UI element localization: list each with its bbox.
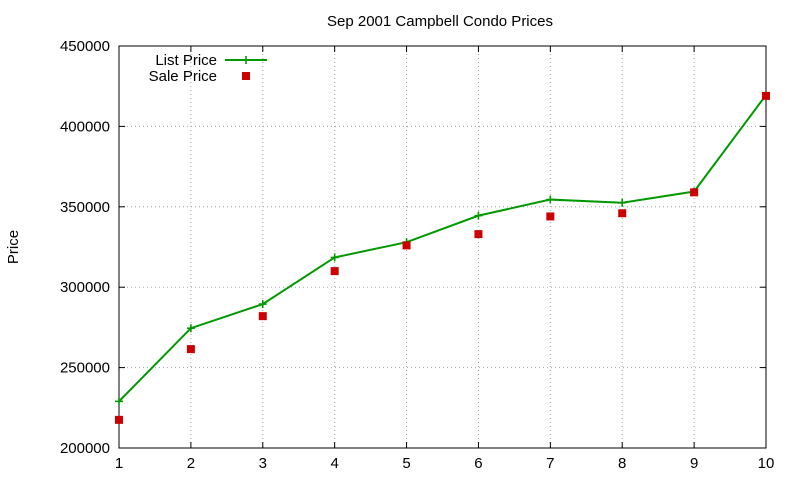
- x-tick-label: 4: [330, 455, 338, 472]
- series-layer: [115, 91, 770, 424]
- sale-price-point: [186, 345, 195, 354]
- x-tick-label: 3: [259, 455, 267, 472]
- legend-label: Sale Price: [149, 68, 217, 85]
- x-tick-label: 10: [758, 455, 775, 472]
- sale-price-point: [330, 267, 339, 276]
- sale-price-point: [115, 415, 123, 424]
- list-price-point: [186, 324, 195, 333]
- x-tick-label: 6: [474, 455, 482, 472]
- x-tick-label: 8: [618, 455, 626, 472]
- tick-labels: 1 2 3 4 5 6 7 8 9 10 200000 250000 300000 350000 40000…: [60, 38, 774, 472]
- grid-lines: [119, 46, 766, 448]
- series-line-list-price: [118, 94, 767, 403]
- x-tick-label: 9: [690, 455, 698, 472]
- x-tick-label: 2: [187, 455, 195, 472]
- sale-price-point: [258, 312, 267, 321]
- y-tick-label: 450000: [60, 38, 110, 55]
- list-price-point: [115, 397, 123, 406]
- list-price-point: [474, 211, 483, 220]
- list-price-point: [546, 195, 555, 204]
- axes: [118, 45, 767, 449]
- legend-square-swatch: [242, 72, 250, 80]
- legend-label: List Price: [155, 52, 217, 69]
- sale-price-point: [402, 241, 411, 250]
- x-tick-label: 1: [115, 455, 123, 472]
- sale-price-point: [546, 212, 555, 221]
- sale-price-point: [762, 91, 770, 100]
- list-price-point: [618, 198, 627, 207]
- plot-border: [118, 45, 767, 449]
- sale-price-point: [690, 188, 699, 197]
- sale-price-point: [618, 209, 627, 218]
- y-axis-label: Price: [5, 230, 22, 264]
- chart-title: Sep 2001 Campbell Condo Prices: [327, 13, 553, 30]
- sale-price-point: [474, 230, 483, 239]
- y-tick-label: 300000: [60, 279, 110, 296]
- x-tick-label: 5: [402, 455, 410, 472]
- y-tick-label: 200000: [60, 440, 110, 457]
- list-price-point: [258, 300, 267, 309]
- y-tick-label: 350000: [60, 199, 110, 216]
- y-tick-label: 250000: [60, 360, 110, 377]
- x-tick-label: 7: [546, 455, 554, 472]
- list-price-point: [330, 253, 339, 262]
- y-tick-label: 400000: [60, 118, 110, 135]
